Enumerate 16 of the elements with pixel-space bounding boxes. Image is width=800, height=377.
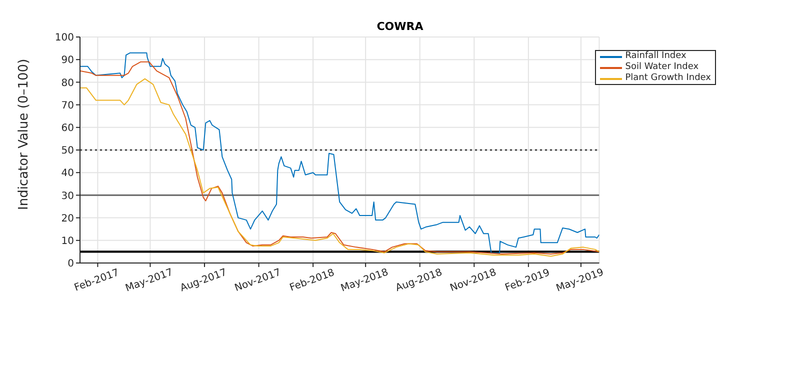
legend-label: Plant Growth Index [625, 73, 711, 84]
legend-label: Rainfall Index [625, 51, 686, 62]
y-tick-label: 90 [61, 55, 74, 66]
chart-title: COWRA [376, 20, 424, 33]
y-tick-label: 30 [61, 190, 74, 202]
y-axis-title: Indicator Value (0–100) [16, 58, 32, 210]
y-tick-label: 100 [54, 32, 74, 44]
y-tick-label: 40 [61, 168, 74, 180]
y-tick-label: 80 [61, 78, 74, 89]
y-tick-label: 0 [68, 258, 74, 270]
y-tick-label: 20 [61, 213, 74, 224]
y-tick-label: 50 [61, 146, 74, 157]
legend-label: Soil Water Index [625, 62, 699, 73]
y-tick-label: 70 [61, 100, 74, 112]
y-tick-label: 10 [61, 236, 74, 247]
y-tick-label: 60 [61, 122, 74, 134]
